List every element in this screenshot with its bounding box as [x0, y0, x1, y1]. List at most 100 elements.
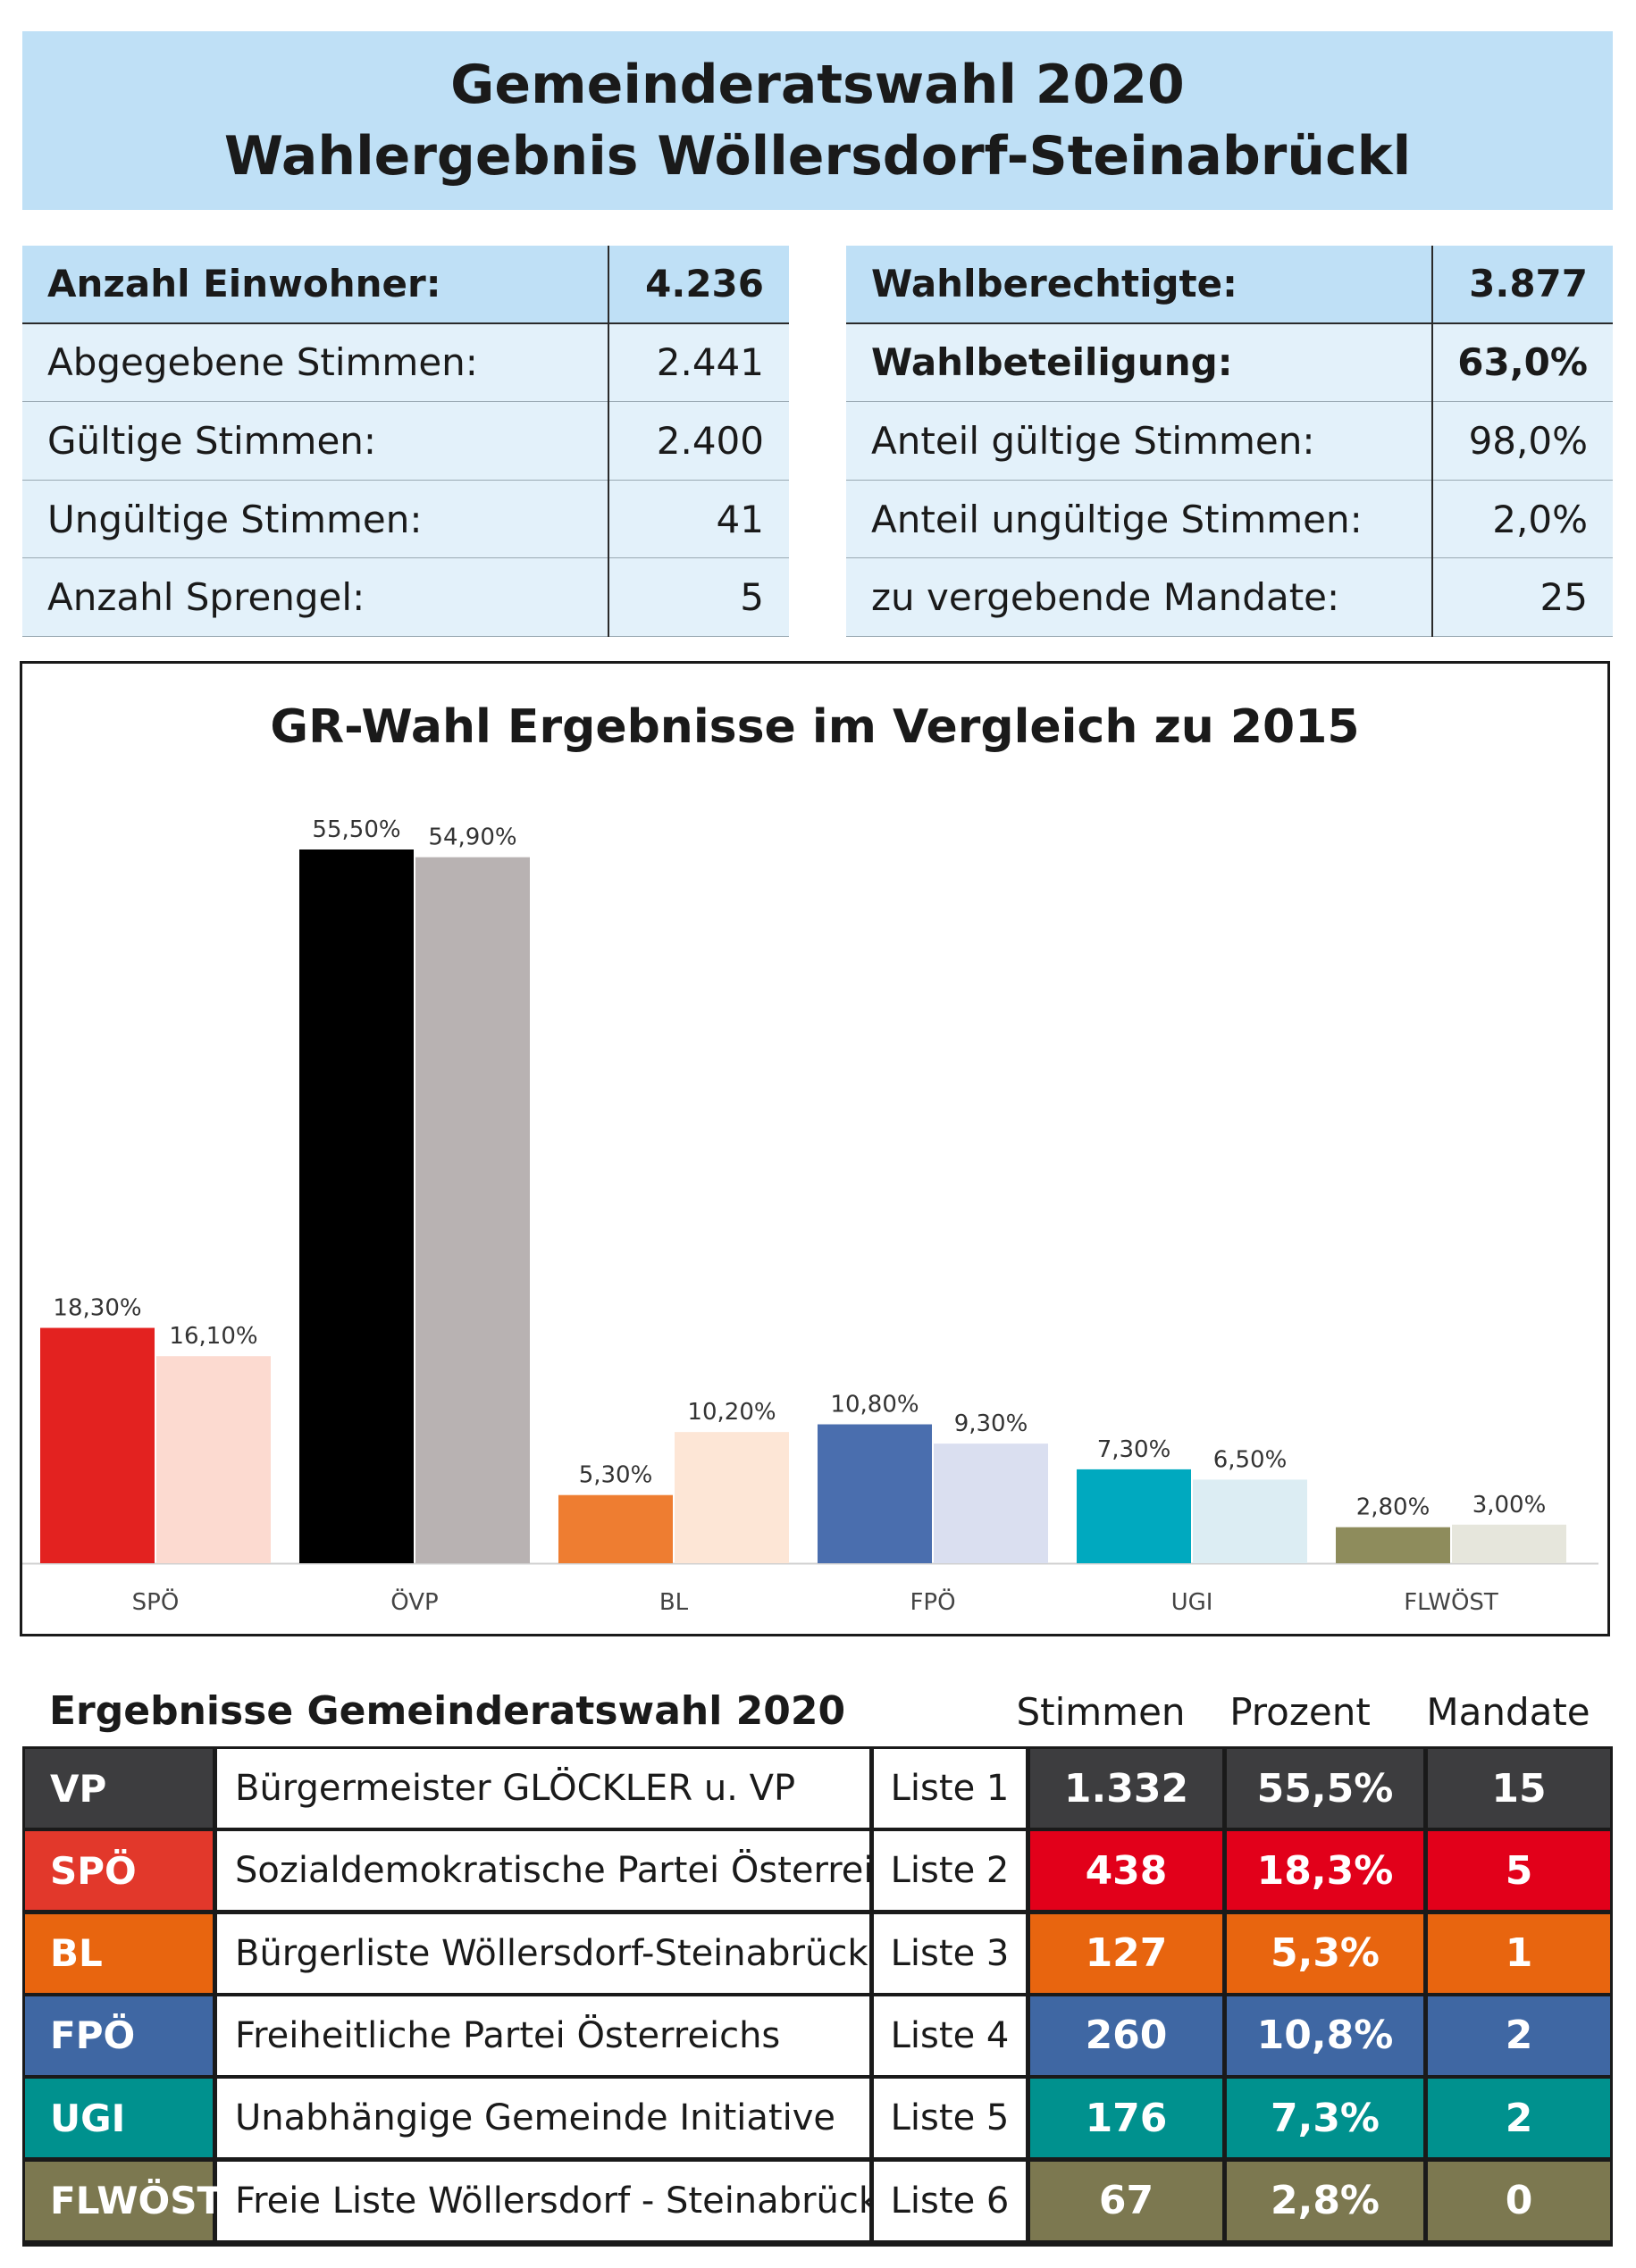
stats-label: Wahlberechtigte: — [871, 262, 1237, 306]
stats-label: Gültige Stimmen: — [47, 418, 377, 463]
x-tick-label: UGI — [1171, 1589, 1213, 1616]
column-header-votes: Stimmen — [1016, 1690, 1186, 1734]
bar-BL-2020 — [558, 1494, 673, 1563]
stats-value: 98,0% — [1468, 418, 1588, 463]
stats-row: Anzahl Sprengel: 5 — [22, 558, 789, 637]
votes-cell: 1.332 — [1030, 1749, 1222, 1828]
stats-value: 2.441 — [656, 340, 764, 385]
chart-title: GR-Wahl Ergebnisse im Vergleich zu 2015 — [270, 700, 1359, 754]
party-name: Sozialdemokratische Partei Österreichs — [217, 1831, 935, 1911]
comparison-chart: GR-Wahl Ergebnisse im Vergleich zu 2015 1… — [20, 661, 1610, 1636]
stats-value: 3.877 — [1469, 262, 1588, 306]
party-name: Freiheitliche Partei Österreichs — [217, 1996, 869, 2075]
x-tick-label: BL — [659, 1589, 689, 1616]
stats-value: 4.236 — [645, 262, 764, 306]
percent-cell: 18,3% — [1227, 1831, 1423, 1911]
column-divider — [1431, 246, 1433, 637]
list-number: Liste 1 — [874, 1749, 1026, 1828]
party-abbr: FLWÖST — [25, 2161, 222, 2240]
data-label: 6,50% — [1213, 1446, 1288, 1473]
percent-cell: 5,3% — [1227, 1913, 1423, 1993]
bar-FLWÖST-2020 — [1336, 1527, 1450, 1563]
list-number: Liste 4 — [874, 1996, 1026, 2075]
result-row: UGI Unabhängige Gemeinde Initiative Liste … — [25, 2079, 1610, 2158]
party-abbr: FPÖ — [25, 1996, 213, 2075]
data-label: 7,30% — [1097, 1436, 1171, 1463]
stats-label: zu vergebende Mandate: — [871, 575, 1340, 620]
bar-ÖVP-2015 — [415, 857, 530, 1563]
data-label: 16,10% — [169, 1323, 257, 1350]
stats-value: 5 — [740, 575, 764, 620]
result-row: SPÖ Sozialdemokratische Partei Österreich… — [25, 1831, 1610, 1911]
result-row: FPÖ Freiheitliche Partei Österreichs Liste… — [25, 1996, 1610, 2075]
votes-cell: 438 — [1030, 1831, 1222, 1911]
list-number: Liste 6 — [874, 2161, 1026, 2240]
stats-row: Anzahl Einwohner: 4.236 — [22, 246, 789, 324]
results-title: Ergebnisse Gemeinderatswahl 2020 — [49, 1688, 846, 1734]
stats-row: zu vergebende Mandate: 25 — [846, 558, 1613, 637]
page-header: Gemeinderatswahl 2020 Wahlergebnis Wölle… — [22, 31, 1613, 210]
x-tick-label: FLWÖST — [1404, 1587, 1498, 1616]
stats-row: Abgegebene Stimmen: 2.441 — [22, 324, 789, 403]
list-number: Liste 5 — [874, 2079, 1026, 2158]
seats-cell: 15 — [1428, 1749, 1610, 1828]
stats-value: 2.400 — [656, 418, 764, 463]
stats-row: Wahlberechtigte: 3.877 — [846, 246, 1613, 324]
data-label: 5,30% — [579, 1462, 653, 1489]
votes-cell: 127 — [1030, 1913, 1222, 1993]
results-header: Ergebnisse Gemeinderatswahl 2020 Stimmen… — [0, 1679, 1636, 1742]
stats-label: Anzahl Einwohner: — [47, 262, 441, 306]
bar-FPÖ-2015 — [934, 1444, 1048, 1563]
stats-row: Ungültige Stimmen: 41 — [22, 481, 789, 559]
data-label: 55,50% — [312, 816, 400, 843]
seats-cell: 5 — [1428, 1831, 1610, 1911]
x-tick-label: FPÖ — [910, 1587, 955, 1616]
column-header-seats: Mandate — [1426, 1690, 1590, 1734]
data-label: 3,00% — [1472, 1492, 1547, 1519]
stats-value: 63,0% — [1457, 340, 1588, 385]
votes-cell: 176 — [1030, 2079, 1222, 2158]
votes-cell: 67 — [1030, 2161, 1222, 2240]
x-tick-label: SPÖ — [132, 1587, 180, 1616]
column-header-percent: Prozent — [1229, 1690, 1371, 1734]
bar-SPÖ-2015 — [156, 1356, 271, 1563]
stats-label: Ungültige Stimmen: — [47, 497, 423, 541]
seats-cell: 2 — [1428, 2079, 1610, 2158]
stats-row: Gültige Stimmen: 2.400 — [22, 402, 789, 481]
stats-label: Abgegebene Stimmen: — [47, 340, 478, 385]
data-label: 54,90% — [428, 824, 516, 851]
result-row: BL Bürgerliste Wöllersdorf-Steinabrückl Li… — [25, 1913, 1610, 1993]
stats-label: Wahlbeteiligung: — [871, 340, 1233, 385]
chart-svg: GR-Wahl Ergebnisse im Vergleich zu 2015 1… — [22, 700, 1598, 1616]
percent-cell: 55,5% — [1227, 1749, 1423, 1828]
party-name: Unabhängige Gemeinde Initiative — [217, 2079, 869, 2158]
party-name: Freie Liste Wöllersdorf - Steinabrückl — [217, 2161, 889, 2240]
stats-label: Anzahl Sprengel: — [47, 575, 365, 620]
bar-FPÖ-2020 — [818, 1424, 932, 1563]
seats-cell: 0 — [1428, 2161, 1610, 2240]
header-title-line1: Gemeinderatswahl 2020 — [450, 54, 1185, 116]
result-row: VP Bürgermeister GLÖCKLER u. VP Liste 1 1.3… — [25, 1749, 1610, 1828]
list-number: Liste 2 — [874, 1831, 1026, 1911]
stats-value: 25 — [1540, 575, 1588, 620]
stats-row: Anteil gültige Stimmen: 98,0% — [846, 402, 1613, 481]
bar-UGI-2020 — [1077, 1469, 1191, 1563]
header-title-line2: Wahlergebnis Wöllersdorf-Steinabrückl — [223, 125, 1412, 188]
stats-label: Anteil ungültige Stimmen: — [871, 497, 1363, 541]
party-abbr: SPÖ — [25, 1831, 213, 1911]
percent-cell: 2,8% — [1227, 2161, 1423, 2240]
data-label: 18,30% — [53, 1295, 141, 1322]
x-tick-label: ÖVP — [390, 1587, 438, 1616]
seats-cell: 2 — [1428, 1996, 1610, 2075]
bar-FLWÖST-2015 — [1452, 1524, 1566, 1563]
stats-table-left: Anzahl Einwohner: 4.236 Abgegebene Stimmen… — [22, 246, 789, 637]
party-abbr: VP — [25, 1749, 213, 1828]
percent-cell: 7,3% — [1227, 2079, 1423, 2158]
stats-label: Anteil gültige Stimmen: — [871, 418, 1315, 463]
stats-row: Wahlbeteiligung: 63,0% — [846, 324, 1613, 403]
data-label: 9,30% — [954, 1410, 1028, 1437]
column-divider — [608, 246, 609, 637]
bar-SPÖ-2020 — [40, 1327, 155, 1563]
seats-cell: 1 — [1428, 1913, 1610, 1993]
stats-row: Anteil ungültige Stimmen: 2,0% — [846, 481, 1613, 559]
